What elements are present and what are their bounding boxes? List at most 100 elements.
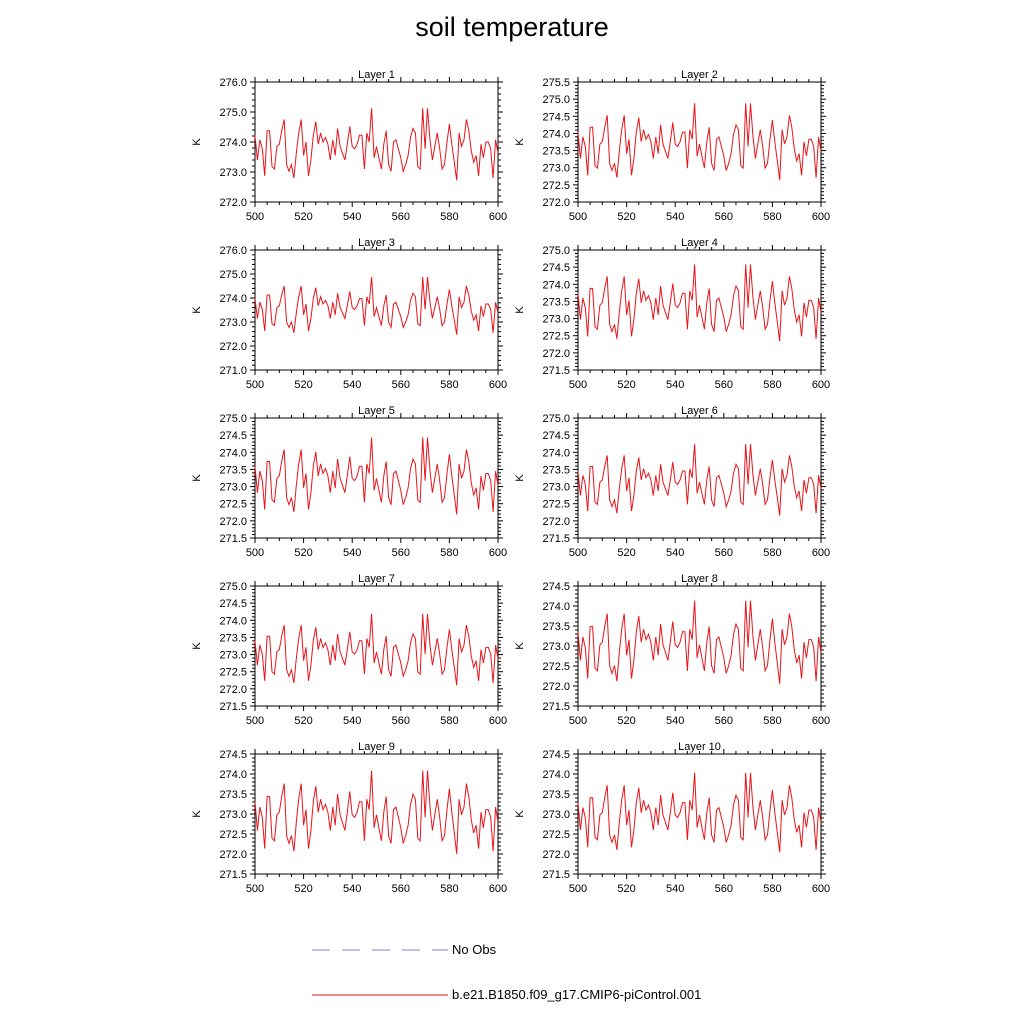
panel-9-ytick-label: 271.5 [219, 869, 247, 881]
panel-8-ytick-label: 272.0 [542, 681, 570, 693]
panel-10-xtick-label: 600 [812, 883, 830, 895]
panel-8-ylabel: K [514, 642, 526, 650]
panel-6-ytick-label: 272.5 [542, 499, 570, 511]
panel-5-xtick-label: 580 [440, 547, 458, 559]
panel-2-ytick-label: 273.0 [542, 163, 570, 175]
panel-3-series-line [254, 276, 499, 335]
panel-5-ytick-label: 272.5 [219, 499, 247, 511]
panel-9-title: Layer 9 [358, 741, 395, 753]
panel-3-frame [254, 249, 499, 371]
panel-9-ytick-label: 274.5 [219, 749, 247, 761]
panel-5-ytick-label: 272.0 [219, 516, 247, 528]
panel-4-xtick-label: 520 [617, 379, 635, 391]
panel-3-ytick-label: 272.0 [219, 341, 247, 353]
panel-10-ytick-label: 274.0 [542, 769, 570, 781]
panel-9-ytick-label: 274.0 [219, 769, 247, 781]
panel-8-xtick-label: 520 [617, 715, 635, 727]
panel-4-xtick-label: 580 [763, 379, 781, 391]
panel-4-frame [577, 249, 822, 371]
panel-6-xtick-label: 560 [715, 547, 733, 559]
panel-7-ytick-label: 274.0 [219, 615, 247, 627]
panel-4-xtick-label: 560 [715, 379, 733, 391]
panel-1-xtick-label: 580 [440, 211, 458, 223]
panel-10-ytick-label: 273.0 [542, 809, 570, 821]
panel-9-ytick-label: 272.0 [219, 849, 247, 861]
panel-2-xtick-label: 540 [666, 211, 684, 223]
panel-2-title: Layer 2 [681, 69, 718, 81]
panel-2-ytick-label: 275.0 [542, 94, 570, 106]
panel-9-xtick-label: 520 [294, 883, 312, 895]
panel-4-title: Layer 4 [681, 237, 718, 249]
panel-4-ytick-label: 273.0 [542, 314, 570, 326]
panel-6-ylabel: K [514, 474, 526, 482]
panel-6-ytick-label: 274.0 [542, 447, 570, 459]
legend-model-label: b.e21.B1850.f09_g17.CMIP6-piControl.001 [452, 987, 702, 1002]
panel-3-xtick-label: 580 [440, 379, 458, 391]
panel-4-xtick-label: 540 [666, 379, 684, 391]
panel-2-series-line [577, 103, 822, 181]
panel-1-ytick-label: 273.0 [219, 167, 247, 179]
panel-7-ytick-label: 275.0 [219, 581, 247, 593]
legend-model-line [312, 994, 448, 996]
panel-4-ytick-label: 275.0 [542, 245, 570, 257]
panel-6-ytick-label: 273.0 [542, 482, 570, 494]
panel-7-xtick-label: 500 [246, 715, 264, 727]
panel-9-xtick-label: 600 [489, 883, 507, 895]
panel-5-ylabel: K [191, 474, 203, 482]
panel-5-ytick-label: 274.5 [219, 430, 247, 442]
panel-8-ytick-label: 273.5 [542, 621, 570, 633]
panel-10-xtick-label: 580 [763, 883, 781, 895]
panel-1-ylabel: K [191, 138, 203, 146]
panel-7-ytick-label: 272.0 [219, 684, 247, 696]
panel-10-ytick-label: 271.5 [542, 869, 570, 881]
panel-10-series-line [577, 772, 822, 853]
panel-1-ytick-label: 275.0 [219, 107, 247, 119]
panel-10-xtick-label: 540 [666, 883, 684, 895]
panel-3-xtick-label: 560 [392, 379, 410, 391]
panel-6-title: Layer 6 [681, 405, 718, 417]
panel-3-xtick-label: 540 [343, 379, 361, 391]
panel-7-xtick-label: 520 [294, 715, 312, 727]
panel-2-ytick-label: 273.5 [542, 146, 570, 158]
panel-4-ytick-label: 274.0 [542, 279, 570, 291]
panel-2-xtick-label: 580 [763, 211, 781, 223]
panel-3-ytick-label: 275.0 [219, 269, 247, 281]
panel-7-xtick-label: 540 [343, 715, 361, 727]
panel-2-ytick-label: 272.5 [542, 180, 570, 192]
panel-7-xtick-label: 580 [440, 715, 458, 727]
panel-5-ytick-label: 274.0 [219, 447, 247, 459]
panel-2-ytick-label: 275.5 [542, 77, 570, 89]
panel-5-ytick-label: 271.5 [219, 533, 247, 545]
panel-5-xtick-label: 600 [489, 547, 507, 559]
panel-5-ytick-label: 275.0 [219, 413, 247, 425]
panel-4-ytick-label: 273.5 [542, 296, 570, 308]
panel-3-xtick-label: 520 [294, 379, 312, 391]
panel-9-xtick-label: 580 [440, 883, 458, 895]
panel-7-frame [254, 585, 499, 707]
legend-obs-line [312, 949, 448, 951]
panel-5-ytick-label: 273.5 [219, 464, 247, 476]
panel-10-ytick-label: 272.0 [542, 849, 570, 861]
panel-8-xtick-label: 540 [666, 715, 684, 727]
panel-9-xtick-label: 500 [246, 883, 264, 895]
panel-8-xtick-label: 500 [569, 715, 587, 727]
panel-6-frame [577, 417, 822, 539]
panel-8-xtick-label: 560 [715, 715, 733, 727]
legend-obs-label: No Obs [452, 942, 497, 957]
panel-5-series-line [254, 437, 499, 515]
panel-1-xtick-label: 520 [294, 211, 312, 223]
panel-1-xtick-label: 540 [343, 211, 361, 223]
panel-5-title: Layer 5 [358, 405, 395, 417]
panel-9-ytick-label: 272.5 [219, 829, 247, 841]
panel-3-ylabel: K [191, 306, 203, 314]
panel-10-ytick-label: 273.5 [542, 789, 570, 801]
panel-1-frame [254, 81, 499, 203]
panel-4-ytick-label: 271.5 [542, 365, 570, 377]
panel-7-ytick-label: 273.5 [219, 632, 247, 644]
panel-9-ytick-label: 273.5 [219, 789, 247, 801]
panel-10-xtick-label: 500 [569, 883, 587, 895]
panel-10-ytick-label: 272.5 [542, 829, 570, 841]
panel-9-ylabel: K [191, 810, 203, 818]
